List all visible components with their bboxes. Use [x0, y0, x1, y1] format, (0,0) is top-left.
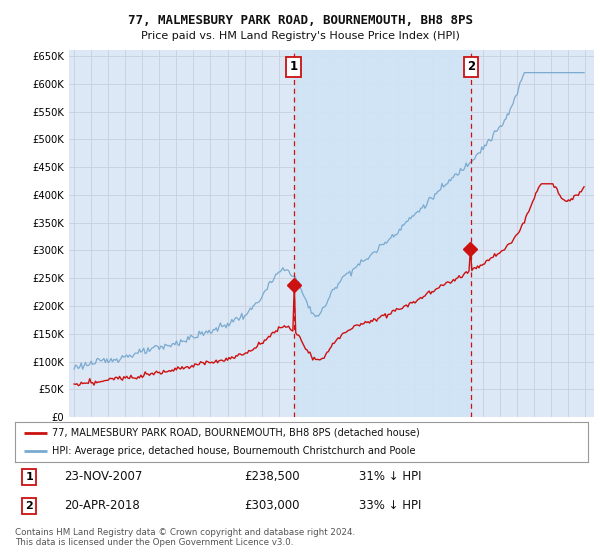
Text: 2: 2: [467, 60, 475, 73]
Text: 20-APR-2018: 20-APR-2018: [64, 499, 139, 512]
Text: 23-NOV-2007: 23-NOV-2007: [64, 470, 142, 483]
Text: 31% ↓ HPI: 31% ↓ HPI: [359, 470, 421, 483]
Text: 77, MALMESBURY PARK ROAD, BOURNEMOUTH, BH8 8PS (detached house): 77, MALMESBURY PARK ROAD, BOURNEMOUTH, B…: [52, 428, 420, 437]
Text: 2: 2: [25, 501, 33, 511]
Bar: [294, 50, 471, 417]
Text: 33% ↓ HPI: 33% ↓ HPI: [359, 499, 421, 512]
Text: 1: 1: [25, 472, 33, 482]
Text: £238,500: £238,500: [244, 470, 300, 483]
Text: Contains HM Land Registry data © Crown copyright and database right 2024.
This d: Contains HM Land Registry data © Crown c…: [15, 528, 355, 547]
Text: HPI: Average price, detached house, Bournemouth Christchurch and Poole: HPI: Average price, detached house, Bour…: [52, 446, 416, 456]
Text: 77, MALMESBURY PARK ROAD, BOURNEMOUTH, BH8 8PS: 77, MALMESBURY PARK ROAD, BOURNEMOUTH, B…: [128, 14, 473, 27]
Text: £303,000: £303,000: [244, 499, 300, 512]
Text: 1: 1: [290, 60, 298, 73]
Text: Price paid vs. HM Land Registry's House Price Index (HPI): Price paid vs. HM Land Registry's House …: [140, 31, 460, 41]
